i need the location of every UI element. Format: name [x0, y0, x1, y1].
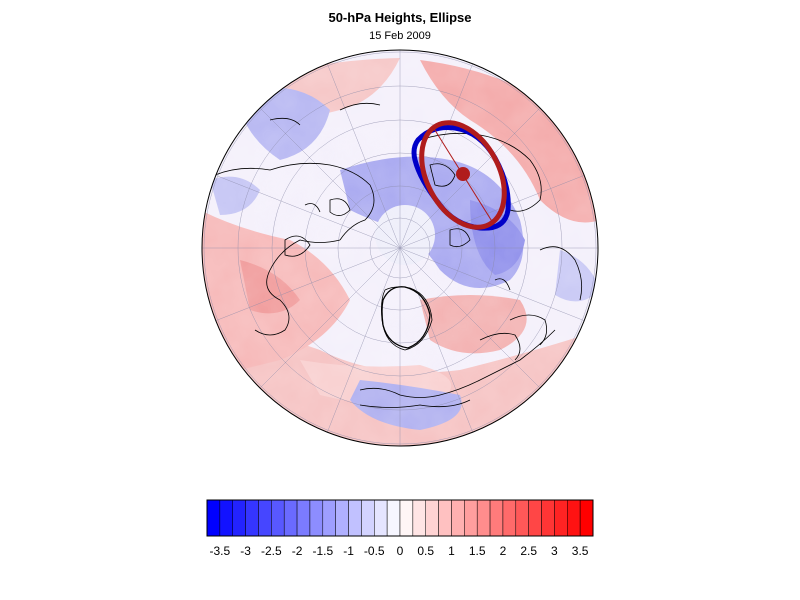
colorbar-tick-label: -1 [343, 544, 354, 558]
colorbar-cell [438, 499, 452, 537]
colorbar-cell [451, 499, 465, 537]
map-title: 50-hPa Heights, Ellipse [328, 10, 472, 25]
colorbar-tick-label: 0 [396, 544, 404, 558]
colorbar-cell [464, 499, 478, 537]
coastlines [214, 102, 583, 408]
colorbar-tick-label: -2.5 [260, 544, 282, 558]
observed-vortex-contour [411, 125, 511, 231]
colorbar-cell [335, 499, 349, 537]
colorbar-cell [348, 499, 362, 537]
colorbar-tick-label: -2 [291, 544, 303, 558]
colorbar-tick-label: -3.5 [209, 544, 231, 558]
colorbar-cell [489, 499, 504, 537]
colorbar-cell [554, 499, 568, 537]
colorbar-tick-label: 3.5 [571, 544, 589, 558]
colorbar-cell [232, 499, 246, 537]
colorbar-cell [386, 499, 401, 537]
colorbar-cell [541, 499, 555, 537]
colorbar-cell [579, 499, 594, 537]
colorbar-cell [296, 499, 311, 537]
fitted-ellipse [419, 120, 507, 230]
colorbar-cell [271, 499, 285, 537]
colorbar-cell [515, 499, 529, 537]
colorbar-tick-label: 2 [499, 544, 507, 558]
colorbar-cell [502, 499, 517, 537]
colorbar-cell [219, 499, 233, 537]
reference-contour [381, 286, 431, 349]
colorbar-tick-label: 0.5 [417, 544, 435, 558]
colorbar-cell [476, 499, 491, 537]
map-boundary [201, 49, 599, 447]
map-date: 15 Feb 2009 [369, 30, 431, 42]
colorbar-cell [245, 499, 259, 537]
colorbar-cell [206, 499, 221, 537]
colorbar-cell [412, 499, 426, 537]
colorbar-cell [528, 499, 542, 537]
colorbar-cell [567, 499, 581, 537]
colorbar-tick-label: -1.5 [312, 544, 334, 558]
ellipse-centroid [456, 167, 470, 181]
colorbar-cell [322, 499, 336, 537]
colorbar-cell [309, 499, 324, 537]
colorbar-tick-label: -3 [240, 544, 251, 558]
colorbar-tick-label: -0.5 [363, 544, 385, 558]
colorbar-tick-label: 1.5 [468, 544, 486, 558]
colorbar-cell [374, 499, 388, 537]
colorbar-tick-label: 3 [551, 544, 558, 558]
colorbar-cell [399, 499, 414, 537]
colorbar-cell [425, 499, 439, 537]
colorbar-cell [361, 499, 375, 537]
colorbar-cell [283, 499, 298, 537]
colorbar-tick-label: 2.5 [520, 544, 537, 558]
colorbar-cell [258, 499, 272, 537]
colorbar-tick-label: 1 [448, 544, 455, 558]
